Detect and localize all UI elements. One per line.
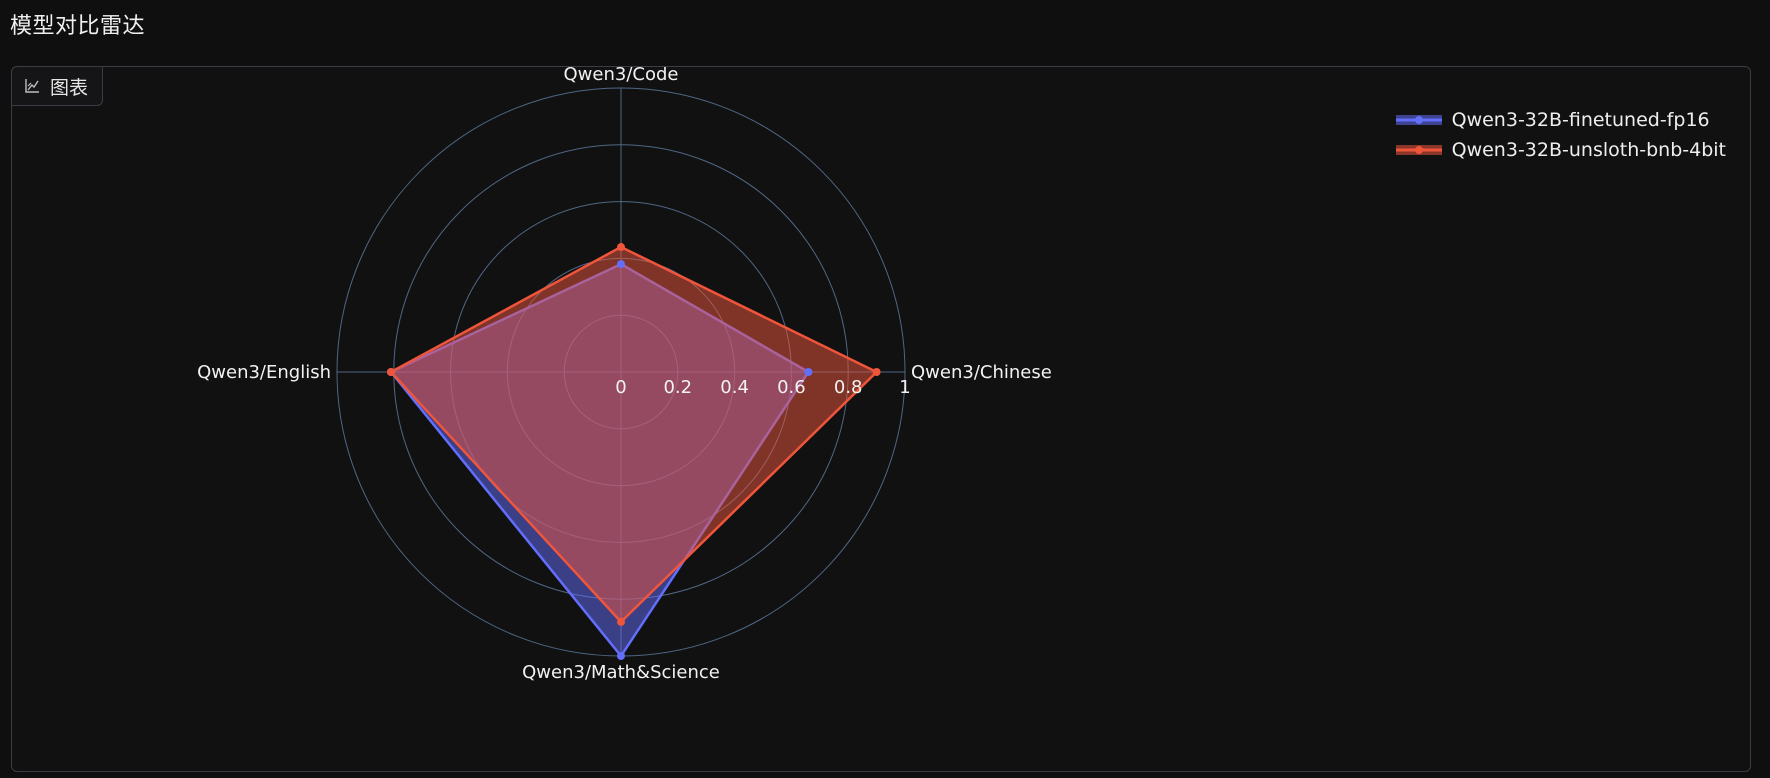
radial-tick-1: 0.2 — [663, 377, 692, 398]
chart-panel: 图表 0 0.2 0.4 0.6 0.8 1 Qwen3/Code Qwen3/Chinese… — [11, 66, 1751, 772]
page-title: 模型对比雷达 — [10, 14, 146, 39]
series-1-point-1[interactable] — [872, 368, 881, 376]
series-1-point-2[interactable] — [617, 617, 625, 626]
tab-chart-label: 图表 — [50, 76, 89, 99]
radial-tick-4: 0.8 — [834, 377, 863, 398]
axis-label-2: Qwen3/Math&Science — [522, 662, 720, 683]
legend-item-series-0[interactable]: Qwen3-32B-finetuned-fp16 — [1395, 109, 1726, 131]
series-1-point-3[interactable] — [386, 368, 395, 376]
radar-series — [386, 243, 881, 660]
radial-tick-0: 0 — [615, 377, 626, 398]
series-0-point-0[interactable] — [617, 260, 625, 269]
legend-swatch-series-1 — [1395, 145, 1442, 155]
radial-tick-2: 0.4 — [720, 377, 749, 398]
legend-label-series-1: Qwen3-32B-unsloth-bnb-4bit — [1451, 139, 1726, 161]
radial-tick-5: 1 — [899, 377, 910, 398]
radar-labels: 0 0.2 0.4 0.6 0.8 1 Qwen3/Code Qwen3/Chinese Qwe… — [197, 67, 1052, 683]
series-1-point-0[interactable] — [617, 243, 625, 252]
series-0-point-2[interactable] — [617, 652, 625, 660]
axis-label-0: Qwen3/Code — [564, 67, 679, 85]
legend: Qwen3-32B-finetuned-fp16 Qwen3-32B-unslo… — [1395, 109, 1726, 161]
legend-label-series-0: Qwen3-32B-finetuned-fp16 — [1451, 109, 1710, 131]
legend-swatch-series-0 — [1395, 115, 1442, 125]
axis-label-3: Qwen3/English — [197, 362, 331, 383]
radar-chart: 0 0.2 0.4 0.6 0.8 1 Qwen3/Code Qwen3/Chinese Qwe… — [197, 67, 1052, 683]
axis-label-1: Qwen3/Chinese — [911, 362, 1052, 383]
series-0-point-1[interactable] — [804, 368, 813, 376]
legend-item-series-1[interactable]: Qwen3-32B-unsloth-bnb-4bit — [1395, 139, 1726, 161]
radial-tick-3: 0.6 — [777, 377, 806, 398]
series-area-1 — [389, 245, 878, 624]
tab-chart[interactable]: 图表 — [11, 66, 104, 106]
chart-icon — [25, 79, 39, 93]
